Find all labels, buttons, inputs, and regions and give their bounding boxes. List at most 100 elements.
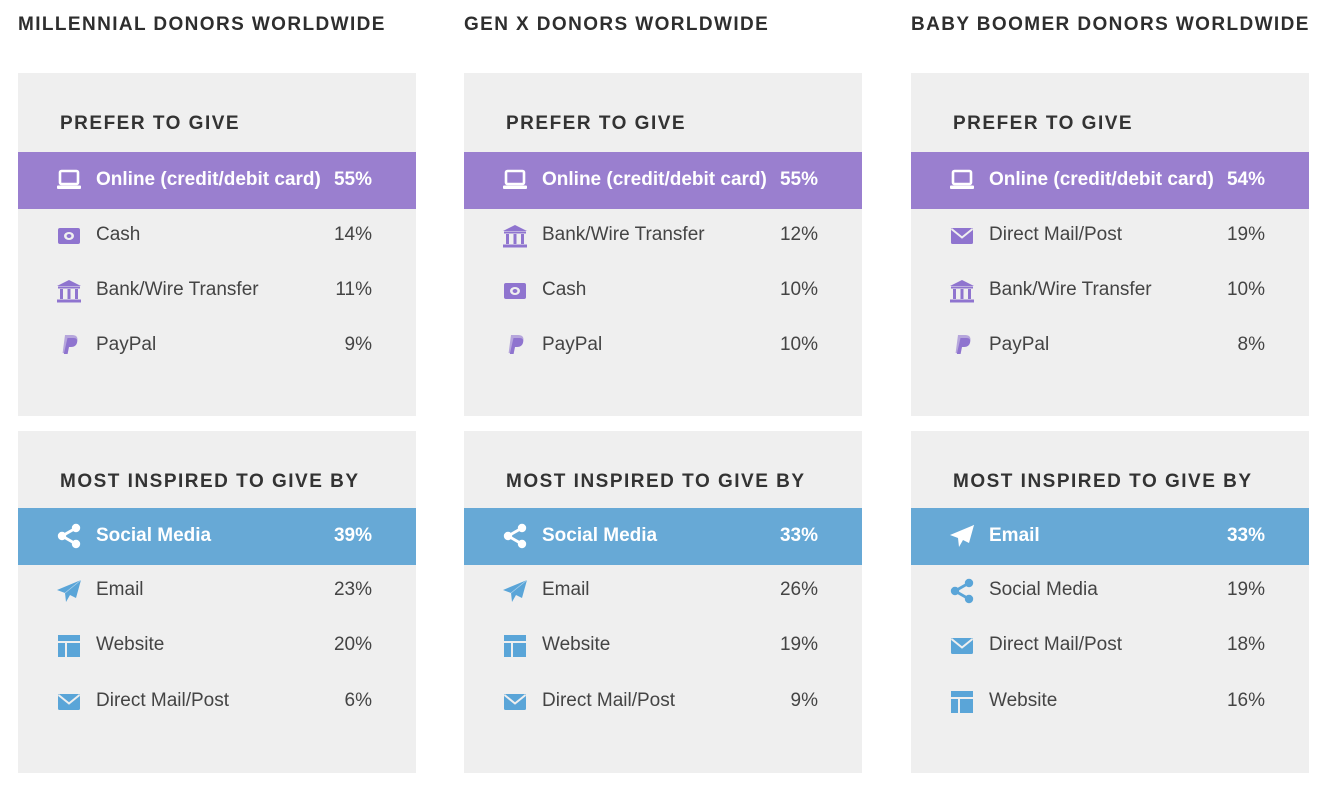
- row-value: 18%: [1226, 634, 1265, 655]
- row-label: Website: [96, 634, 165, 655]
- panel-title: PREFER TO GIVE: [506, 113, 687, 134]
- table-row-direct-mail-post: Direct Mail/Post 18%: [911, 618, 1309, 674]
- panel-title: MOST INSPIRED TO GIVE BY: [60, 471, 360, 492]
- row-value: 54%: [1226, 169, 1265, 190]
- envelope-icon: [502, 689, 528, 715]
- row-label: PayPal: [96, 334, 157, 355]
- row-value: 19%: [1226, 224, 1265, 245]
- row-value: 33%: [779, 525, 818, 546]
- row-value: 19%: [1226, 579, 1265, 600]
- row-label: Website: [989, 690, 1058, 711]
- table-row-social-media: Social Media 39%: [18, 508, 416, 565]
- row-label: Cash: [96, 224, 141, 245]
- most-inspired-panel: MOST INSPIRED TO GIVE BY Social Media 33%…: [464, 431, 862, 773]
- share-icon: [502, 523, 528, 549]
- row-value: 23%: [333, 579, 372, 600]
- row-value: 20%: [333, 634, 372, 655]
- most-inspired-panel: MOST INSPIRED TO GIVE BY Email 33% Social …: [911, 431, 1309, 773]
- row-label: Online (credit/debit card): [542, 169, 767, 190]
- share-icon: [949, 578, 975, 604]
- row-label: PayPal: [989, 334, 1050, 355]
- panel-title: PREFER TO GIVE: [60, 113, 241, 134]
- row-value: 16%: [1226, 690, 1265, 711]
- laptop-icon: [502, 167, 528, 193]
- row-value: 9%: [790, 690, 818, 711]
- website-icon: [56, 633, 82, 659]
- prefer-to-give-panel: PREFER TO GIVE Online (credit/debit card…: [18, 73, 416, 416]
- panel-title: MOST INSPIRED TO GIVE BY: [953, 471, 1253, 492]
- table-row-paypal: PayPal 8%: [911, 318, 1309, 374]
- row-value: 39%: [333, 525, 372, 546]
- table-row-bank-wire-transfer: Bank/Wire Transfer 11%: [18, 263, 416, 319]
- column-title: MILLENNIAL DONORS WORLDWIDE: [18, 14, 386, 35]
- paypal-icon: [56, 333, 82, 359]
- row-label: Email: [989, 525, 1040, 546]
- table-row-social-media: Social Media 19%: [911, 563, 1309, 619]
- bank-icon: [949, 278, 975, 304]
- row-label: Bank/Wire Transfer: [989, 279, 1152, 300]
- row-value: 10%: [779, 334, 818, 355]
- table-row-paypal: PayPal 9%: [18, 318, 416, 374]
- table-row-cash: Cash 10%: [464, 263, 862, 319]
- column-title: BABY BOOMER DONORS WORLDWIDE: [911, 14, 1310, 35]
- paper-plane-icon: [56, 578, 82, 604]
- table-row-email: Email 26%: [464, 563, 862, 619]
- row-label: Direct Mail/Post: [96, 690, 230, 711]
- row-label: Direct Mail/Post: [989, 634, 1123, 655]
- paper-plane-icon: [502, 578, 528, 604]
- table-row-email: Email 23%: [18, 563, 416, 619]
- paypal-icon: [949, 333, 975, 359]
- website-icon: [502, 633, 528, 659]
- row-label: Direct Mail/Post: [542, 690, 676, 711]
- panel-title: MOST INSPIRED TO GIVE BY: [506, 471, 806, 492]
- table-row-online-credit-debit-card: Online (credit/debit card) 54%: [911, 152, 1309, 209]
- row-value: 10%: [779, 279, 818, 300]
- table-row-website: Website 16%: [911, 674, 1309, 730]
- paypal-icon: [502, 333, 528, 359]
- row-value: 10%: [1226, 279, 1265, 300]
- cash-icon: [56, 223, 82, 249]
- row-label: Website: [542, 634, 611, 655]
- row-label: Online (credit/debit card): [96, 169, 321, 190]
- table-row-direct-mail-post: Direct Mail/Post 6%: [18, 674, 416, 730]
- panel-title: PREFER TO GIVE: [953, 113, 1134, 134]
- row-label: Social Media: [989, 579, 1098, 600]
- row-value: 8%: [1237, 334, 1265, 355]
- row-label: Bank/Wire Transfer: [542, 224, 705, 245]
- prefer-to-give-panel: PREFER TO GIVE Online (credit/debit card…: [464, 73, 862, 416]
- cash-icon: [502, 278, 528, 304]
- laptop-icon: [949, 167, 975, 193]
- row-label: Bank/Wire Transfer: [96, 279, 259, 300]
- bank-icon: [56, 278, 82, 304]
- row-value: 14%: [333, 224, 372, 245]
- prefer-to-give-panel: PREFER TO GIVE Online (credit/debit card…: [911, 73, 1309, 416]
- bank-icon: [502, 223, 528, 249]
- row-label: Email: [96, 579, 144, 600]
- table-row-direct-mail-post: Direct Mail/Post 9%: [464, 674, 862, 730]
- row-value: 55%: [779, 169, 818, 190]
- row-label: Email: [542, 579, 590, 600]
- column-title: GEN X DONORS WORLDWIDE: [464, 14, 770, 35]
- table-row-website: Website 19%: [464, 618, 862, 674]
- envelope-icon: [949, 223, 975, 249]
- row-value: 11%: [335, 279, 372, 300]
- row-value: 19%: [779, 634, 818, 655]
- table-row-online-credit-debit-card: Online (credit/debit card) 55%: [464, 152, 862, 209]
- envelope-icon: [56, 689, 82, 715]
- row-label: Direct Mail/Post: [989, 224, 1123, 245]
- row-value: 6%: [344, 690, 372, 711]
- table-row-cash: Cash 14%: [18, 208, 416, 264]
- row-value: 26%: [779, 579, 818, 600]
- table-row-direct-mail-post: Direct Mail/Post 19%: [911, 208, 1309, 264]
- envelope-icon: [949, 633, 975, 659]
- paper-plane-icon: [949, 523, 975, 549]
- website-icon: [949, 689, 975, 715]
- table-row-email: Email 33%: [911, 508, 1309, 565]
- table-row-bank-wire-transfer: Bank/Wire Transfer 10%: [911, 263, 1309, 319]
- row-label: Cash: [542, 279, 587, 300]
- share-icon: [56, 523, 82, 549]
- most-inspired-panel: MOST INSPIRED TO GIVE BY Social Media 39%…: [18, 431, 416, 773]
- row-label: Online (credit/debit card): [989, 169, 1214, 190]
- row-value: 33%: [1226, 525, 1265, 546]
- table-row-online-credit-debit-card: Online (credit/debit card) 55%: [18, 152, 416, 209]
